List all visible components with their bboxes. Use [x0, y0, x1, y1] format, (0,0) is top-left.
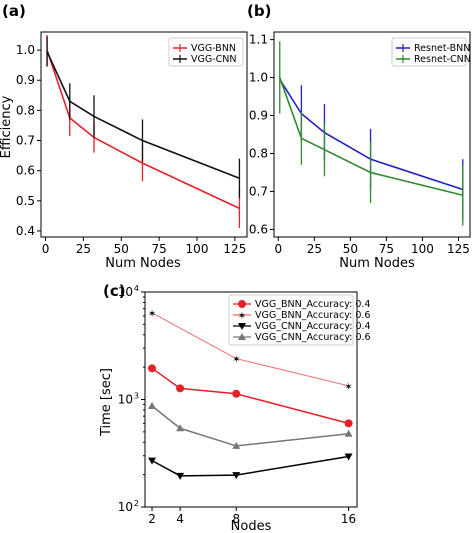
y-tick-label: 1.0	[249, 71, 268, 85]
legend-marker	[238, 323, 246, 330]
legend-label: VGG_CNN_Accuracy: 0.4	[255, 321, 371, 332]
data-point	[232, 389, 241, 398]
y-tick-label: 10	[118, 500, 133, 514]
legend-marker	[238, 333, 246, 340]
x-tick-label: 0	[42, 242, 50, 256]
y-tick-exponent: 4	[134, 284, 139, 293]
panel-0-frame	[40, 31, 248, 238]
y-tick-label: 0.8	[249, 146, 268, 160]
data-point	[344, 419, 353, 428]
legend-box	[228, 294, 354, 346]
x-tick-label: 75	[379, 242, 394, 256]
x-tick-label: 8	[232, 512, 240, 526]
panel-c-xlabel: Nodes	[231, 519, 272, 533]
series-line-VGG_CNN_Accuracy: 0.4	[151, 455, 349, 477]
series-line-VGG-BNN	[46, 49, 240, 210]
y-tick-exponent: 3	[134, 392, 139, 401]
data-point	[148, 457, 157, 465]
legend-label: VGG-BNN	[191, 43, 236, 54]
y-tick-label: 0.9	[16, 73, 35, 87]
legend-marker	[238, 300, 246, 308]
panel-1-frame	[273, 31, 471, 238]
data-point	[176, 472, 185, 480]
x-tick-label: 50	[114, 242, 129, 256]
x-tick-label: 0	[275, 242, 283, 256]
legend-box	[391, 37, 467, 67]
legend-label: VGG_BNN_Accuracy: 0.6	[255, 310, 370, 321]
data-point	[232, 472, 241, 480]
x-tick-label: 125	[223, 242, 246, 256]
legend-box	[168, 37, 244, 67]
legend-label: VGG-CNN	[191, 54, 237, 65]
x-tick-label: 75	[152, 242, 167, 256]
data-point	[232, 441, 241, 449]
legend-label: VGG_BNN_Accuracy: 0.4	[255, 299, 370, 310]
x-tick-label: 125	[447, 242, 470, 256]
series-line-VGG-CNN	[46, 51, 240, 179]
series-line-VGG_CNN_Accuracy: 0.6	[151, 405, 349, 447]
legend-label: Resnet-BNN	[414, 43, 470, 54]
data-point	[344, 453, 353, 461]
y-tick-label: 0.9	[249, 109, 268, 123]
y-tick-label: 10	[118, 393, 133, 407]
series-line-Resnet-CNN	[279, 77, 463, 197]
y-tick-label: 0.6	[16, 164, 35, 178]
y-tick-label: 1.0	[16, 43, 35, 57]
x-tick-label: 100	[186, 242, 209, 256]
data-point	[344, 429, 353, 437]
y-tick-label: 10	[118, 285, 133, 299]
panel-c-ylabel: Time [sec]	[99, 368, 114, 437]
data-point: ✶	[232, 355, 240, 366]
y-tick-label: 0.4	[16, 224, 35, 238]
x-tick-label: 16	[341, 512, 356, 526]
y-tick-exponent: 2	[134, 499, 139, 508]
panel-b-xlabel: Num Nodes	[339, 256, 415, 271]
legend-label: VGG_CNN_Accuracy: 0.6	[255, 332, 371, 343]
x-tick-label: 25	[307, 242, 322, 256]
y-tick-label: 0.7	[249, 184, 268, 198]
x-tick-label: 100	[411, 242, 434, 256]
y-tick-label: 0.6	[249, 222, 268, 236]
panel-label-a: (a)	[2, 2, 26, 20]
legend-marker: ✶	[238, 311, 246, 322]
data-point	[176, 424, 185, 432]
legend-label: Resnet-CNN	[414, 54, 471, 65]
data-point	[148, 402, 157, 410]
x-tick-label: 2	[148, 512, 156, 526]
panel-a-ylabel: Efficiency	[0, 95, 14, 158]
panel-label-c: (c)	[103, 282, 126, 300]
y-tick-label: 0.8	[16, 103, 35, 117]
x-tick-label: 4	[176, 512, 184, 526]
y-tick-label: 1.1	[249, 33, 268, 47]
x-tick-label: 25	[76, 242, 91, 256]
series-line-VGG_BNN_Accuracy: 0.6	[151, 312, 349, 387]
series-line-VGG_BNN_Accuracy: 0.4	[151, 367, 349, 425]
panel-a-xlabel: Num Nodes	[105, 256, 181, 271]
data-point: ✶	[148, 309, 156, 320]
x-tick-label: 50	[343, 242, 358, 256]
panel-label-b: (b)	[247, 2, 271, 20]
y-tick-label: 0.5	[16, 194, 35, 208]
data-point	[148, 364, 157, 373]
data-point: ✶	[344, 382, 352, 393]
data-point	[176, 384, 185, 393]
y-tick-label: 0.7	[16, 134, 35, 148]
